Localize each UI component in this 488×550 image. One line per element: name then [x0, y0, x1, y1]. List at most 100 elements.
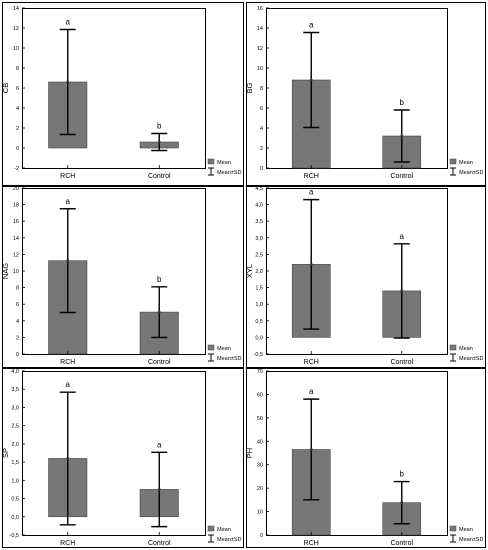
- x-tick-label: Control: [148, 173, 171, 180]
- y-tick-label: 4: [260, 126, 263, 132]
- significance-letter: a: [309, 188, 314, 197]
- legend-mean-swatch: [207, 158, 215, 165]
- y-tick-label: 2: [16, 126, 19, 132]
- significance-letter: a: [309, 387, 314, 396]
- y-tick-label: 14: [13, 236, 19, 242]
- y-tick-label: 4,5: [255, 186, 263, 192]
- y-tick-label: 20: [13, 186, 19, 192]
- x-tick-label: Control: [148, 540, 171, 547]
- mean-marker: [158, 310, 161, 314]
- y-tick-label: 1,5: [255, 286, 263, 292]
- y-tick-label: 0: [260, 533, 263, 539]
- y-tick-label: 10: [257, 510, 263, 516]
- y-tick-label: 12: [13, 26, 19, 32]
- plot-area: [22, 371, 206, 536]
- y-axis-label: BG: [245, 82, 254, 93]
- legend-mean-swatch: [449, 158, 457, 165]
- legend-mean-label: Mean: [217, 527, 231, 533]
- plot-area: [266, 371, 448, 536]
- y-tick-label: 10: [13, 46, 19, 52]
- plot-area: [22, 8, 206, 169]
- significance-letter: a: [66, 197, 71, 206]
- legend-mean-swatch: [449, 525, 457, 532]
- y-axis-label: NAG: [1, 263, 10, 279]
- x-tick-label: Control: [390, 359, 413, 366]
- y-tick-label: 1,0: [255, 302, 263, 308]
- y-tick-label: 60: [257, 392, 263, 398]
- panel-frame: [2, 368, 244, 548]
- y-tick-label: 18: [13, 203, 19, 209]
- y-tick-label: -2: [14, 166, 19, 172]
- y-tick-label: 14: [13, 6, 19, 12]
- legend-sd-label: Mean±SD: [459, 170, 483, 176]
- y-tick-label: 3,5: [11, 387, 19, 393]
- y-tick-label: 16: [257, 6, 263, 12]
- y-tick-label: 6: [16, 302, 19, 308]
- y-tick-label: 8: [260, 86, 263, 92]
- plot-area: [22, 188, 206, 355]
- y-axis-label: PH: [245, 448, 254, 458]
- mean-marker: [158, 488, 161, 491]
- legend-sd-label: Mean±SD: [217, 537, 241, 543]
- chart-panel-cb: -2 0 2 4 6 8 10 12 14 CB a RCH b Control Mean Mean±SD: [1, 2, 244, 186]
- x-tick-label: RCH: [304, 173, 319, 180]
- y-axis-label: XYL: [245, 264, 254, 278]
- panel-frame: [246, 2, 486, 186]
- y-tick-label: 50: [257, 416, 263, 422]
- y-tick-label: 6: [16, 86, 19, 92]
- significance-letter: b: [400, 98, 405, 107]
- legend-mean-label: Mean: [459, 346, 473, 352]
- y-tick-label: 40: [257, 439, 263, 445]
- mean-marker: [66, 457, 69, 460]
- y-tick-label: 2: [260, 146, 263, 152]
- legend-mean-label: Mean: [217, 160, 231, 166]
- y-tick-label: 3,0: [11, 405, 19, 411]
- significance-letter: a: [66, 18, 71, 27]
- y-axis-label: CB: [1, 83, 10, 93]
- mean-marker: [400, 134, 403, 138]
- y-tick-label: 70: [257, 369, 263, 375]
- panel-frame: [2, 2, 244, 186]
- legend-mean-swatch: [449, 344, 457, 351]
- y-tick-label: 30: [257, 463, 263, 469]
- y-tick-label: 0: [260, 166, 263, 172]
- legend-mean-swatch: [207, 344, 215, 351]
- plot-area: [266, 8, 448, 169]
- significance-letter: a: [66, 380, 71, 389]
- y-tick-label: 12: [257, 46, 263, 52]
- chart-panel-ph: 0 10 20 30 40 50 60 70 PH a RCH b Control Mean Mean±SD: [245, 368, 486, 548]
- significance-letter: a: [157, 440, 162, 449]
- x-tick-label: RCH: [304, 359, 319, 366]
- y-tick-label: 12: [13, 252, 19, 258]
- y-tick-label: 4: [16, 106, 19, 112]
- y-tick-label: 6: [260, 106, 263, 112]
- legend-mean-label: Mean: [459, 160, 473, 166]
- significance-letter: b: [157, 275, 162, 284]
- x-tick-label: RCH: [304, 540, 319, 547]
- legend-sd-label: Mean±SD: [459, 537, 483, 543]
- y-tick-label: 0,0: [255, 335, 263, 341]
- significance-letter: a: [400, 232, 405, 241]
- y-tick-label: 0,0: [11, 515, 19, 521]
- y-tick-label: 1,0: [11, 478, 19, 484]
- mean-marker: [400, 501, 403, 504]
- y-tick-label: 14: [257, 26, 263, 32]
- y-tick-label: 8: [16, 286, 19, 292]
- mean-marker: [310, 78, 313, 82]
- x-tick-label: Control: [390, 173, 413, 180]
- y-tick-label: 8: [16, 66, 19, 72]
- legend-mean-swatch: [207, 525, 215, 532]
- mean-marker: [400, 289, 403, 293]
- legend-mean-label: Mean: [459, 527, 473, 533]
- y-tick-label: 4,0: [11, 369, 19, 375]
- chart-panel-bg: 0 2 4 6 8 10 12 14 16 BG a RCH b Control Mean Mean±SD: [245, 2, 486, 186]
- y-tick-label: -0,5: [10, 533, 19, 539]
- y-tick-label: 3,5: [255, 219, 263, 225]
- mean-marker: [66, 80, 69, 84]
- significance-letter: b: [400, 470, 405, 479]
- y-tick-label: 4,0: [255, 203, 263, 209]
- y-tick-label: 1,5: [11, 460, 19, 466]
- panel-frame: [246, 186, 486, 368]
- y-tick-label: 2,0: [11, 442, 19, 448]
- legend-sd-label: Mean±SD: [217, 356, 241, 362]
